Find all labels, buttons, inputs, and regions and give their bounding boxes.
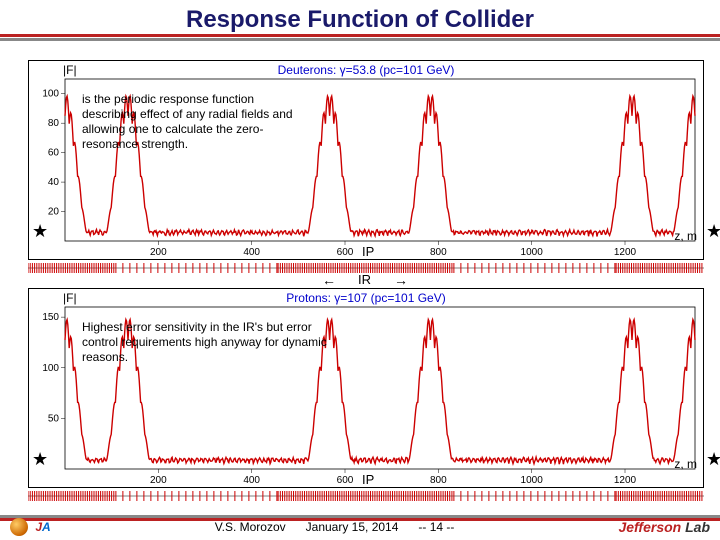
rule-gray [0, 38, 720, 41]
ip-label-bot: IP [362, 472, 374, 487]
svg-text:600: 600 [337, 247, 354, 258]
svg-text:20: 20 [48, 207, 60, 218]
page-title: Response Function of Collider [0, 6, 720, 34]
xlabel-bot: z, m [674, 457, 697, 471]
ylabel-bot: |F| [63, 291, 77, 305]
svg-text:100: 100 [42, 89, 59, 100]
chart-svg-top: 20 40 60 80 100 200 400 600 800 1000 1200 [29, 61, 705, 261]
chart-title-bot: Protons: γ=107 (pc=101 GeV) [29, 291, 703, 305]
chart-deuterons: Deuterons: γ=53.8 (pc=101 GeV) |F| z, m … [28, 60, 704, 260]
svg-text:1000: 1000 [521, 247, 544, 258]
chart-svg-bot: 50 100 150 200 400 600 800 1000 1200 [29, 289, 705, 489]
star-icon: ★ [32, 222, 48, 240]
arrow-right-icon: → [394, 272, 408, 288]
svg-text:800: 800 [430, 475, 447, 486]
xlabel-top: z, m [674, 229, 697, 243]
lattice-band-bot [28, 490, 704, 502]
ir-label: IR [358, 272, 371, 287]
footer: JA V.S. Morozov January 15, 2014 -- 14 -… [0, 518, 720, 536]
svg-text:600: 600 [337, 475, 354, 486]
star-icon: ★ [706, 222, 720, 240]
svg-text:400: 400 [243, 247, 260, 258]
svg-text:200: 200 [150, 247, 167, 258]
footer-center: V.S. Morozov January 15, 2014 -- 14 -- [51, 520, 619, 534]
svg-text:60: 60 [48, 148, 60, 159]
footer-author: V.S. Morozov [215, 520, 286, 534]
svg-text:400: 400 [243, 475, 260, 486]
rule-red [0, 34, 720, 37]
svg-text:50: 50 [48, 413, 60, 424]
arrow-left-icon: ← [322, 272, 336, 288]
star-icon: ★ [706, 450, 720, 468]
ylabel-top: |F| [63, 63, 77, 77]
svg-text:150: 150 [42, 312, 59, 323]
description-text-1: is the periodic response function descri… [82, 92, 312, 152]
description-text-2: Highest error sensitivity in the IR's bu… [82, 320, 332, 365]
footer-date: January 15, 2014 [306, 520, 399, 534]
jlab-logo: Jefferson Lab [618, 519, 710, 535]
svg-text:40: 40 [48, 177, 60, 188]
chart-protons: Protons: γ=107 (pc=101 GeV) |F| z, m 50 1… [28, 288, 704, 488]
svg-text:1200: 1200 [614, 247, 637, 258]
svg-text:100: 100 [42, 363, 59, 374]
footer-left-logos: JA [10, 518, 51, 536]
ip-label-top: IP [362, 244, 374, 259]
svg-text:1000: 1000 [521, 475, 544, 486]
svg-text:1200: 1200 [614, 475, 637, 486]
chart-title-top: Deuterons: γ=53.8 (pc=101 GeV) [29, 63, 703, 77]
title-bar: Response Function of Collider [0, 0, 720, 34]
svg-text:80: 80 [48, 118, 60, 129]
eic-logo-icon: JA [35, 520, 50, 534]
footer-page: -- 14 -- [418, 520, 454, 534]
star-icon: ★ [32, 450, 48, 468]
svg-text:200: 200 [150, 475, 167, 486]
doe-logo-icon [10, 518, 28, 536]
svg-text:800: 800 [430, 247, 447, 258]
